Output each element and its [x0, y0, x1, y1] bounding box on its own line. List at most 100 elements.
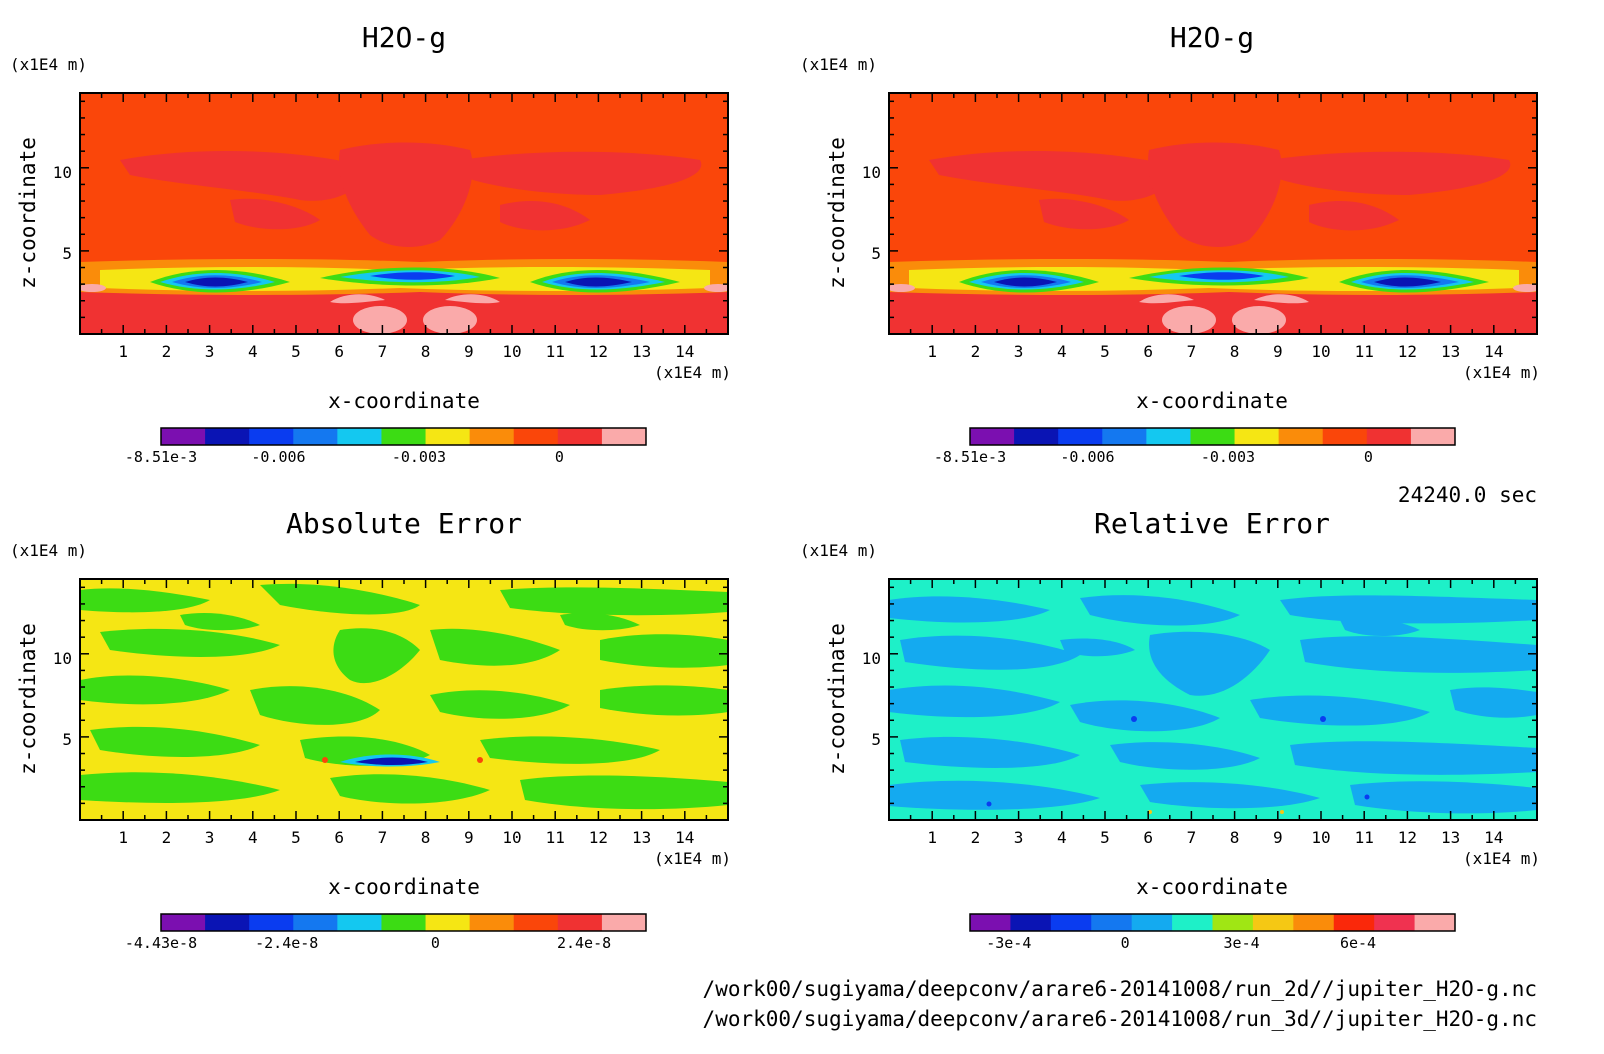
colorbar-swatch: [1234, 428, 1280, 445]
colorbar-label: -0.003: [392, 448, 446, 466]
x-tick-label: 7: [1187, 342, 1197, 361]
y-tick-label: 10: [53, 649, 72, 668]
panel-title: H2O-g: [362, 21, 446, 54]
y-axis-label: z-coordinate: [16, 137, 40, 289]
colorbar-swatch: [601, 428, 647, 445]
colorbar-swatch: [381, 914, 427, 931]
colorbar-label: 6e-4: [1340, 934, 1376, 952]
y-unit-label: (x1E4 m): [10, 541, 87, 560]
colorbar-swatch: [1278, 428, 1324, 445]
colorbar-swatch: [293, 428, 338, 445]
x-tick-label: 1: [118, 828, 128, 847]
colorbar-swatch: [1172, 914, 1213, 931]
x-tick-label: 4: [248, 342, 258, 361]
x-tick-label: 8: [421, 828, 431, 847]
colorbar-swatch: [1293, 914, 1335, 931]
x-tick-label: 6: [1143, 828, 1153, 847]
colorbar: -4.43e-8 -2.4e-8 0 2.4e-8: [125, 913, 647, 952]
colorbar-label: 0: [555, 448, 564, 466]
colorbar-swatch: [1366, 428, 1412, 445]
x-tick-label: 4: [1057, 828, 1067, 847]
y-axis-label: z-coordinate: [16, 623, 40, 775]
x-tick-label: 13: [1441, 342, 1460, 361]
colorbar-label: -8.51e-3: [125, 448, 197, 466]
colorbar-swatch: [1146, 428, 1191, 445]
colorbar-swatch: [1252, 914, 1294, 931]
x-tick-label: 8: [421, 342, 431, 361]
x-tick-label: 10: [502, 828, 521, 847]
x-tick-label: 14: [675, 342, 694, 361]
colorbar-swatch: [381, 428, 427, 445]
x-tick-label: 11: [546, 342, 565, 361]
panel-relative-error: Relative Error (x1E4 m): [800, 507, 1540, 952]
field-plot: [889, 579, 1537, 820]
ticks: [889, 93, 1537, 334]
colorbar-swatch: [1131, 914, 1173, 931]
y-unit-label: (x1E4 m): [800, 55, 877, 74]
colorbar-swatch: [1333, 914, 1375, 931]
x-unit-label: (x1E4 m): [654, 849, 731, 868]
colorbar-swatch: [161, 428, 206, 445]
colorbar-swatch: [1322, 428, 1368, 445]
colorbar-label: 0: [431, 934, 440, 952]
colorbar-label: 0: [1121, 934, 1130, 952]
panel-absolute-error: Absolute Error (x1E4 m): [10, 507, 731, 952]
x-tick-label: 3: [205, 828, 215, 847]
y-axis-label: z-coordinate: [825, 137, 849, 289]
colorbar-swatch: [1102, 428, 1147, 445]
colorbar-swatch: [1091, 914, 1133, 931]
colorbar-swatch: [249, 428, 294, 445]
y-tick-label: 5: [871, 730, 881, 749]
colorbar-swatch: [1374, 914, 1416, 931]
colorbar-swatch: [1050, 914, 1092, 931]
x-tick-label: 7: [1187, 828, 1197, 847]
x-tick-label: 1: [927, 828, 937, 847]
colorbar-swatch: [249, 914, 294, 931]
panel-h2o-g-2d: H2O-g (x1E4 m): [10, 21, 731, 466]
x-tick-label: 13: [632, 828, 651, 847]
colorbar-swatch: [205, 428, 250, 445]
x-tick-label: 11: [1355, 342, 1374, 361]
ticks: [80, 579, 728, 820]
colorbar-frame: [160, 427, 647, 446]
x-tick-label: 7: [378, 828, 388, 847]
x-tick-label: 12: [1398, 342, 1417, 361]
x-tick-label: 2: [971, 828, 981, 847]
x-tick-label: 8: [1230, 342, 1240, 361]
x-tick-label: 10: [1311, 828, 1330, 847]
colorbar-frame: [160, 913, 647, 932]
x-axis-label: x-coordinate: [1136, 875, 1288, 899]
x-tick-label: 9: [1273, 828, 1283, 847]
colorbar-swatch: [469, 428, 515, 445]
panel-title: Relative Error: [1094, 507, 1330, 540]
x-tick-label: 10: [502, 342, 521, 361]
file-path-2: /work00/sugiyama/deepconv/arare6-2014100…: [703, 1007, 1537, 1031]
colorbar-swatch: [425, 914, 471, 931]
x-tick-label: 11: [1355, 828, 1374, 847]
colorbar-label: -8.51e-3: [934, 448, 1006, 466]
colorbar-swatch: [557, 428, 603, 445]
y-unit-label: (x1E4 m): [800, 541, 877, 560]
x-axis-label: x-coordinate: [328, 389, 480, 413]
colorbar-swatch: [337, 428, 382, 445]
colorbar-swatch: [293, 914, 338, 931]
x-tick-label: 2: [971, 342, 981, 361]
colorbar-swatch: [1190, 428, 1236, 445]
x-tick-label: 5: [291, 342, 301, 361]
panel-h2o-g-3d: H2O-g (x1E4 m): [800, 21, 1540, 466]
x-unit-label: (x1E4 m): [1463, 363, 1540, 382]
colorbar-label: -0.003: [1201, 448, 1255, 466]
colorbar-swatch: [469, 914, 515, 931]
x-unit-label: (x1E4 m): [654, 363, 731, 382]
x-tick-label: 14: [1484, 828, 1503, 847]
y-tick-label: 10: [862, 649, 881, 668]
colorbar-label: 3e-4: [1224, 934, 1260, 952]
file-path-1: /work00/sugiyama/deepconv/arare6-2014100…: [703, 977, 1537, 1001]
x-tick-label: 5: [291, 828, 301, 847]
x-tick-label: 5: [1100, 828, 1110, 847]
colorbar: -8.51e-3 -0.006 -0.003 0: [125, 427, 647, 466]
y-tick-label: 5: [62, 244, 72, 263]
x-tick-label: 3: [1014, 342, 1024, 361]
x-tick-label: 2: [162, 342, 172, 361]
